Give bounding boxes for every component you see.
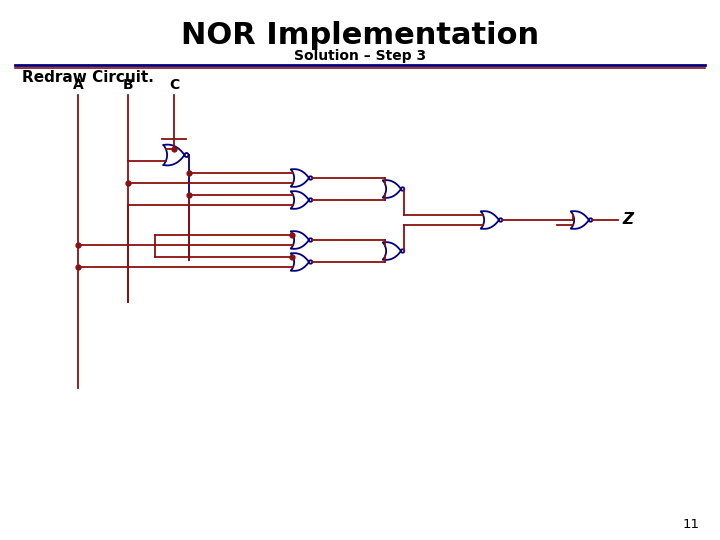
Text: Z: Z bbox=[622, 213, 634, 227]
Text: Solution – Step 3: Solution – Step 3 bbox=[294, 49, 426, 63]
Text: C: C bbox=[169, 78, 179, 92]
Text: 11: 11 bbox=[683, 518, 700, 531]
Text: Redraw Circuit.: Redraw Circuit. bbox=[22, 71, 154, 85]
Text: NOR Implementation: NOR Implementation bbox=[181, 21, 539, 50]
Text: A: A bbox=[73, 78, 84, 92]
Text: B: B bbox=[122, 78, 133, 92]
